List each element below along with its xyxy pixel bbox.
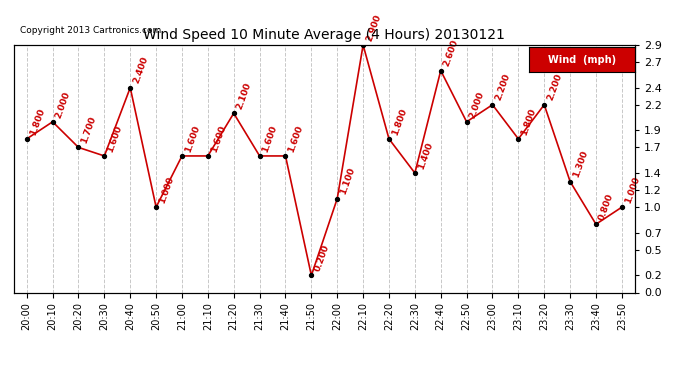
Text: Copyright 2013 Cartronics.com: Copyright 2013 Cartronics.com	[20, 26, 161, 35]
Text: 1.800: 1.800	[391, 107, 408, 136]
Point	[228, 110, 239, 116]
Text: 1.000: 1.000	[623, 175, 641, 205]
Text: 1.600: 1.600	[106, 124, 124, 153]
Text: 1.400: 1.400	[416, 141, 434, 171]
Point	[461, 119, 472, 125]
Text: 1.800: 1.800	[28, 107, 46, 136]
Text: 0.200: 0.200	[313, 243, 331, 273]
Text: 1.600: 1.600	[287, 124, 305, 153]
Point	[384, 136, 395, 142]
Point	[357, 42, 368, 48]
Point	[177, 153, 188, 159]
Text: 1.800: 1.800	[520, 107, 538, 136]
Point	[591, 221, 602, 227]
Text: 2.100: 2.100	[235, 81, 253, 111]
Point	[564, 178, 575, 184]
Text: 2.400: 2.400	[132, 56, 150, 85]
Text: 2.600: 2.600	[442, 39, 460, 68]
Point	[616, 204, 627, 210]
Text: 1.100: 1.100	[339, 166, 357, 196]
Point	[280, 153, 291, 159]
Text: 0.800: 0.800	[598, 192, 615, 222]
Text: 1.300: 1.300	[571, 150, 589, 179]
Point	[99, 153, 110, 159]
Title: Wind Speed 10 Minute Average (4 Hours) 20130121: Wind Speed 10 Minute Average (4 Hours) 2…	[144, 28, 505, 42]
Text: 1.600: 1.600	[261, 124, 279, 153]
Point	[150, 204, 161, 210]
Point	[202, 153, 213, 159]
Point	[254, 153, 265, 159]
Text: 1.600: 1.600	[209, 124, 227, 153]
Point	[409, 170, 420, 176]
Point	[332, 196, 343, 202]
Text: 1.700: 1.700	[80, 115, 98, 145]
Point	[73, 144, 84, 150]
Point	[306, 272, 317, 278]
Text: 2.200: 2.200	[546, 73, 564, 102]
Point	[21, 136, 32, 142]
Point	[435, 68, 446, 74]
Text: 2.900: 2.900	[364, 13, 382, 42]
Text: 1.600: 1.600	[184, 124, 201, 153]
Point	[47, 119, 58, 125]
Text: 2.000: 2.000	[468, 90, 486, 119]
Point	[539, 102, 550, 108]
Point	[513, 136, 524, 142]
Text: 2.000: 2.000	[54, 90, 72, 119]
Text: 1.000: 1.000	[157, 175, 175, 205]
Point	[125, 85, 136, 91]
Point	[487, 102, 498, 108]
Text: 2.200: 2.200	[494, 73, 512, 102]
